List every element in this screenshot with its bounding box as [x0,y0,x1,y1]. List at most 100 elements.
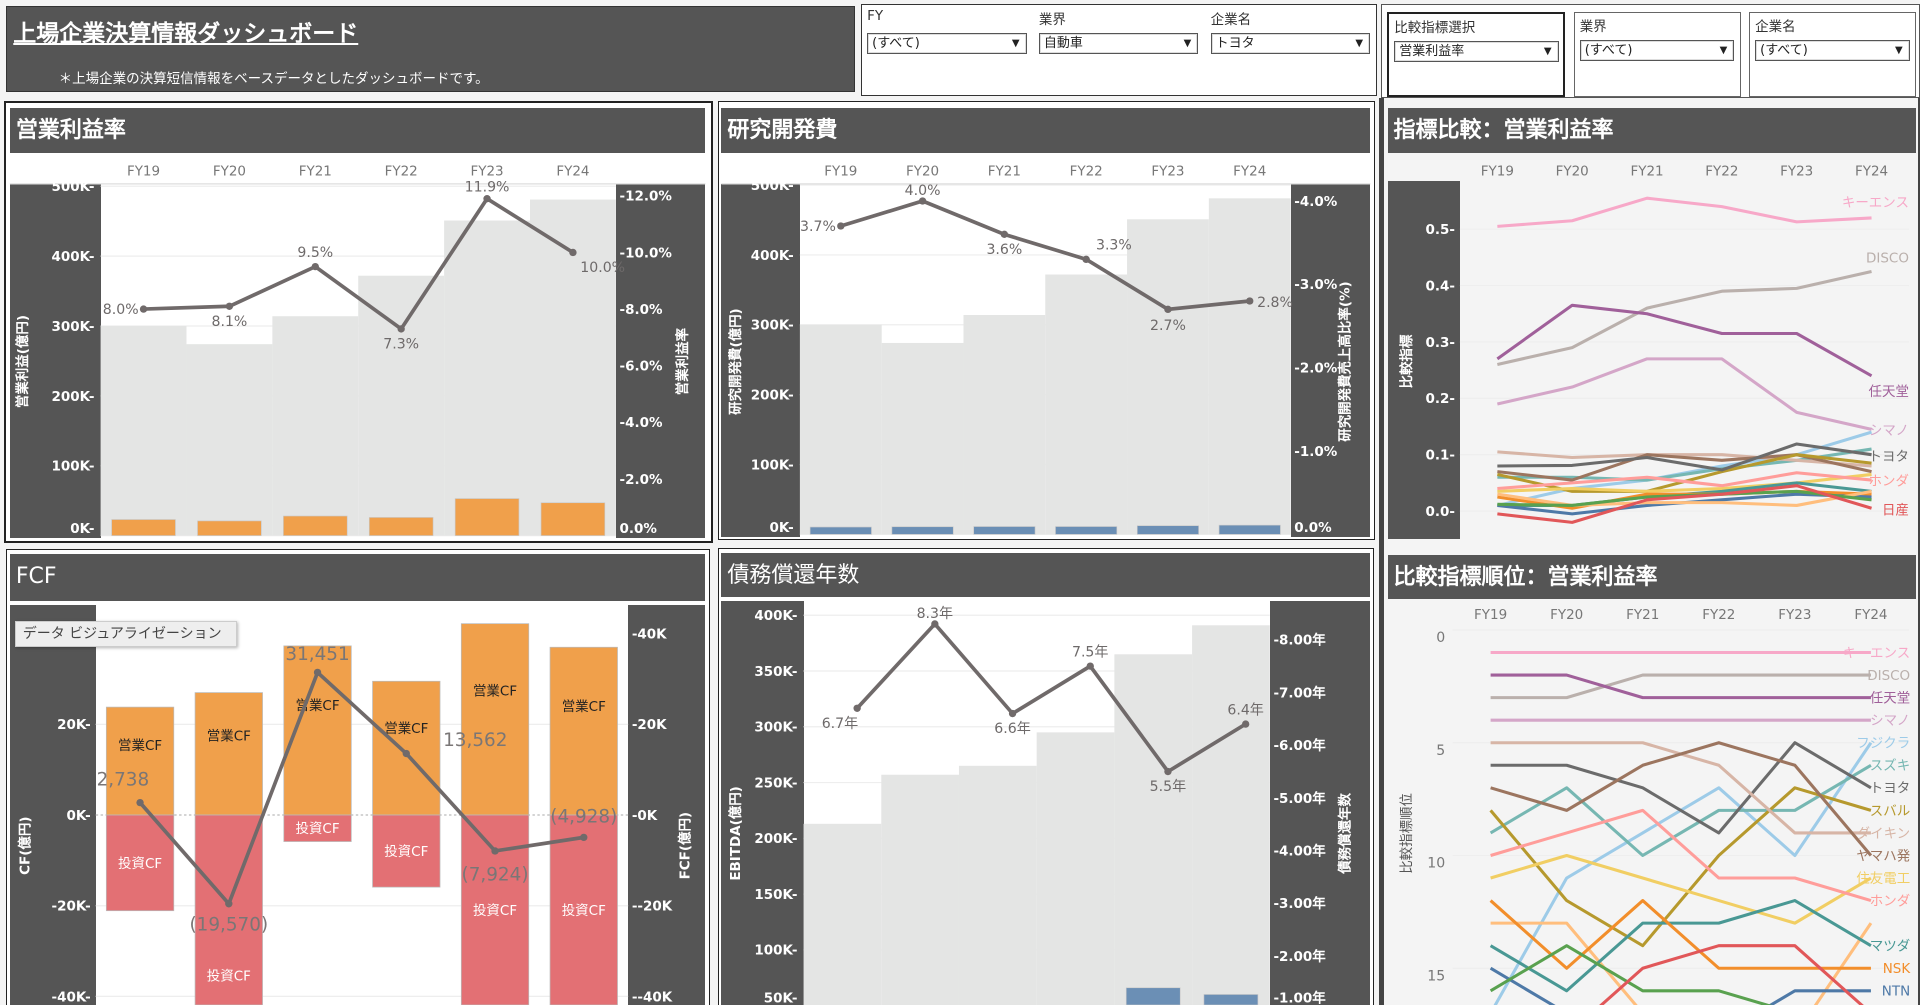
series-end-label: スズキ [1870,758,1910,774]
series-line [1599,944,1864,1005]
compare-title: 指標比較：営業利益率 [1387,107,1917,154]
column-divider [1378,98,1384,1005]
series-end-label: マツダ [1870,939,1910,955]
compare-industry-dropdown[interactable]: (すべて) ▼ [1579,39,1735,61]
visualization-tooltip: データ ビジュアライゼーション [14,621,237,648]
caret-down-icon: ▼ [1543,45,1552,57]
series-line [1497,196,1872,228]
series-line [1489,966,1871,1005]
x-tick-label: FY20 [1550,607,1583,623]
filter-industry-value: 自動車 [1043,35,1083,51]
series-end-label: キーエンス [1842,195,1909,211]
series-end-label: ホンダ [1869,473,1909,489]
x-tick-label: FY23 [1780,163,1813,179]
series-end-label: NTN [1882,984,1910,1000]
series-end-label: シマノ [1869,423,1909,439]
series-line [1497,430,1872,507]
y-axis-title: 比較指標順位 [1399,793,1415,874]
filter-industry-dropdown[interactable]: 自動車 ▼ [1038,32,1199,54]
series-line [1493,741,1873,1005]
series-line [1497,489,1872,510]
filter-panel: FY (すべて) ▼ 業界 自動車 ▼ 企業名 トヨタ ▼ [861,3,1377,96]
series-line [1497,484,1872,524]
op-margin-panel [3,100,713,543]
compare-industry-value: (すべて) [1584,42,1633,58]
fcf-right-axis [628,605,706,1005]
series-line [1497,442,1872,472]
x-tick-label: FY21 [1626,607,1659,623]
series-end-label: トヨタ [1869,449,1909,465]
series-end-label: 住友電工 [1856,871,1910,887]
op-right-axis [615,183,706,539]
compare-filter-panel: 比較指標選択 営業利益率 ▼ 業界 (すべて) ▼ 企業名 (すべて) ▼ [1381,3,1920,99]
series-line [1489,786,1872,948]
x-tick-label: FY24 [1855,163,1888,179]
series-line [1490,673,1871,700]
series-line [1489,944,1773,1005]
series-end-label: トヨタ [1870,781,1910,797]
compare-y-axis [1387,181,1460,540]
dashboard-subtitle: ＊上場企業の決算短信情報をベースデータとしたダッシュボードです。 [58,71,489,88]
x-tick-label: FY19 [1474,607,1507,623]
y-tick-label: 10 [1427,856,1445,872]
rd-right-axis [1290,183,1371,537]
series-line [1490,673,1871,700]
caret-down-icon: ▼ [1183,37,1192,49]
series-line [1497,269,1872,366]
dashboard-header: 上場企業決算情報ダッシュボード ＊上場企業の決算短信情報をベースデータとしたダッ… [6,6,856,92]
op-margin-title: 営業利益率 [9,107,706,154]
y-tick-label: 15 [1427,968,1445,984]
series-line [1497,481,1872,507]
series-line [1497,489,1872,507]
series-line [1490,741,1873,857]
series-line [1497,489,1872,507]
series-end-label: DISCO [1866,250,1909,266]
series-end-label: 任天堂 [1869,384,1909,400]
compare-company-value: (すべて) [1760,42,1808,58]
series-end-label: キーエンス [1843,645,1910,661]
column-divider [1917,98,1920,1005]
filter-fy-label: FY [867,8,884,25]
series-line [1490,808,1872,903]
filter-industry-label: 業界 [1038,12,1066,29]
compare-industry-label: 業界 [1579,19,1607,36]
series-line [1490,853,1872,925]
compare-industry-filter: 業界 (すべて) ▼ [1573,12,1741,97]
y-tick-label: 0 [1436,630,1445,646]
series-end-label: 任天堂 [1870,691,1910,707]
rd-title: 研究開発費 [721,107,1371,154]
rd-left-axis [721,183,800,537]
debt-right-axis [1269,600,1371,1005]
filter-company-value: トヨタ [1215,35,1255,51]
compare-company-label: 企業名 [1755,19,1796,36]
compare-metric-dropdown[interactable]: 営業利益率 ▼ [1394,40,1559,62]
series-line [1497,450,1872,468]
series-end-label: ダイキン [1857,826,1911,842]
filter-fy-value: (すべて) [872,35,920,51]
caret-down-icon: ▼ [1011,37,1020,49]
series-line [1497,471,1872,491]
compare-metric-label: 比較指標選択 [1394,20,1476,37]
compare-metric-filter: 比較指標選択 営業利益率 ▼ [1387,12,1566,97]
filter-fy-dropdown[interactable]: (すべて) ▼ [867,32,1027,54]
compare-metric-value: 営業利益率 [1399,43,1465,59]
caret-down-icon: ▼ [1355,37,1364,49]
series-line [1489,763,1872,858]
series-line [1490,921,1873,1005]
x-tick-label: FY21 [1630,163,1663,179]
caret-down-icon: ▼ [1719,44,1728,56]
debt-left-axis [721,600,804,1005]
series-line [1489,899,1871,970]
x-tick-label: FY20 [1556,163,1589,179]
series-line [1497,492,1872,516]
compare-company-dropdown[interactable]: (すべて) ▼ [1755,39,1910,61]
series-end-label: ヤマハ発 [1856,848,1910,864]
series-end-label: フジクラ [1856,736,1910,752]
series-end-label: シマノ [1870,713,1910,729]
series-line [1496,303,1873,378]
rd-panel [717,100,1376,541]
series-line [1490,741,1871,835]
x-tick-label: FY19 [1481,163,1514,179]
filter-company-dropdown[interactable]: トヨタ ▼ [1210,32,1371,54]
